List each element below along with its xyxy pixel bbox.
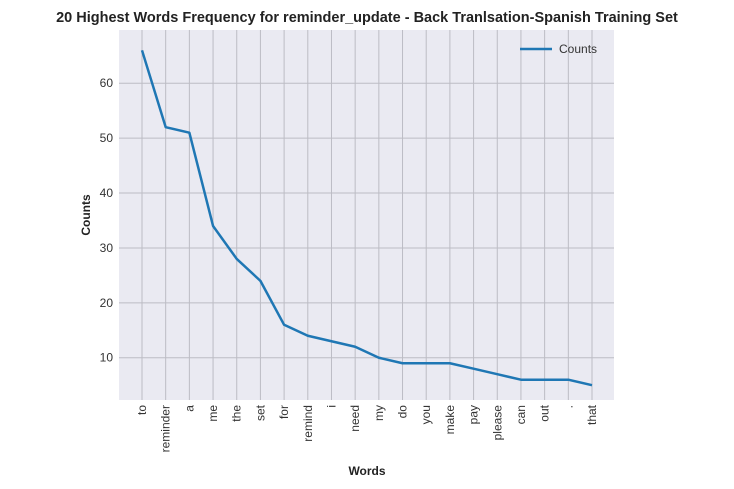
chart-title: 20 Highest Words Frequency for reminder_… xyxy=(56,10,678,26)
x-tick-label: remind xyxy=(301,405,315,442)
x-axis-label: Words xyxy=(348,464,385,478)
x-tick-label: that xyxy=(585,404,599,425)
x-tick-label: do xyxy=(396,405,410,419)
x-tick-label: the xyxy=(230,405,244,422)
x-tick-label: i xyxy=(324,405,338,408)
x-tick-label: me xyxy=(206,405,220,422)
legend: Counts xyxy=(520,42,597,56)
series-layer xyxy=(140,49,593,387)
y-tick-label: 10 xyxy=(100,351,114,365)
x-tick-label: you xyxy=(419,405,433,424)
x-tick-label: can xyxy=(514,405,528,424)
y-tick-label: 30 xyxy=(100,241,114,255)
x-tick-label: need xyxy=(348,405,362,432)
x-tick-label: out xyxy=(538,404,552,421)
x-tick-label: . xyxy=(561,405,575,408)
x-tick-label: my xyxy=(372,405,386,421)
y-axis-label: Counts xyxy=(79,194,93,236)
x-tick-label: to xyxy=(135,405,149,415)
plot-area xyxy=(119,30,614,400)
x-axis-ticks: to reminder a me the set for remind i need my do you… xyxy=(135,404,599,452)
y-axis-ticks: 10 20 30 40 50 60 xyxy=(100,76,114,364)
x-tick-label: please xyxy=(490,405,504,441)
x-tick-label: set xyxy=(253,404,267,421)
x-tick-label: for xyxy=(277,405,291,419)
y-tick-label: 40 xyxy=(100,186,114,200)
x-tick-label: reminder xyxy=(159,405,173,452)
series-line-counts xyxy=(140,49,593,387)
x-tick-label: pay xyxy=(467,405,481,424)
x-tick-label: make xyxy=(443,405,457,435)
y-tick-label: 60 xyxy=(100,76,114,90)
y-tick-label: 50 xyxy=(100,131,114,145)
y-tick-label: 20 xyxy=(100,296,114,310)
legend-label: Counts xyxy=(559,42,597,56)
grid xyxy=(119,30,614,400)
x-tick-label: a xyxy=(182,405,196,412)
